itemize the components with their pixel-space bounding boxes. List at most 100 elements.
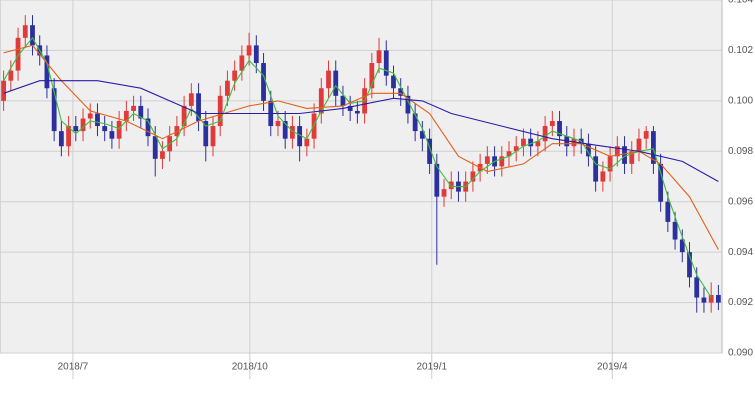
candle-body [593,156,599,182]
candle-body [196,93,201,122]
y-tick-label: 0.100 [728,95,753,106]
candle-body [8,70,14,81]
candle-body [58,131,64,147]
candle-body [160,151,165,159]
candle-body [87,113,93,119]
candle-body [232,70,238,81]
candle-body [419,131,425,139]
candle-body [152,136,158,159]
y-tick-label: 0.098 [728,146,753,157]
candle-body [391,75,396,89]
moving-average [3,44,719,250]
candle-body [246,45,252,56]
plot-area [0,0,723,354]
candle-body [629,151,635,164]
candle-body [383,50,389,76]
candle-body [311,113,317,139]
x-tick-label: 2018/10 [232,362,269,373]
candle-body [701,297,707,303]
y-tick-label: 0.090 [728,348,753,359]
candle-body [470,171,476,182]
candle-body [528,138,534,147]
candle-body [253,45,259,64]
candle-body [607,156,613,172]
candle-body [622,146,627,164]
candle-body [614,146,620,157]
candle-body [376,50,382,64]
candle-body [708,295,714,303]
candle-body [66,126,71,147]
candle-body [506,151,512,157]
candle-body [318,88,324,114]
candle-body [217,95,223,127]
candle-body [239,55,245,71]
candle-body [347,105,353,111]
candle-body [326,70,331,89]
candle-body [15,37,21,71]
candle-body [658,163,664,202]
candle-body [123,110,129,122]
candle-body [109,131,115,139]
y-tick-label: 0.096 [728,196,753,207]
candle-body [412,113,418,132]
candle-body [687,252,692,278]
x-tick-label: 2018/7 [58,362,89,373]
candle-body [427,138,432,164]
candle-body [73,126,79,132]
y-tick-label: 0.102 [728,45,753,56]
candle-body [22,25,28,38]
candle-body [672,221,678,240]
candle-body [1,80,7,101]
candle-body [333,70,339,96]
candle-body [145,118,151,137]
candle-body [549,121,555,127]
candle-body [484,156,490,164]
candle-body [586,143,591,157]
candle-body [51,88,57,132]
candle-body [369,63,375,89]
y-tick-label: 0.104 [728,0,753,6]
candle-body [513,146,519,152]
candle-body [95,113,100,127]
y-tick-label: 0.092 [728,297,753,308]
candle-body [290,126,295,139]
candle-body [261,63,266,101]
candle-body [499,156,505,167]
candle-body [131,105,136,111]
candle-body [354,110,360,114]
candle-body [600,171,606,182]
candle-body [542,126,548,142]
candle-body [188,93,194,106]
candle-body [405,95,411,114]
candle-body [210,126,216,147]
candle-body [297,126,303,147]
candle-body [557,121,562,137]
x-tick-label: 2019/1 [416,362,447,373]
candle-body [304,138,310,147]
candle-body [643,131,649,139]
candle-body [80,118,86,132]
candle-body [138,105,144,119]
candle-body [181,105,187,127]
x-tick-label: 2019/4 [597,362,628,373]
candle-body [636,138,642,152]
candle-body [535,141,541,147]
candle-body [521,138,526,147]
candle-body [282,121,288,139]
moving-average [3,80,719,182]
moving-average [3,36,712,298]
candle-body [340,95,346,106]
candle-body [275,121,281,127]
candle-body [651,131,656,164]
y-tick-label: 0.094 [728,247,753,258]
candle-body [441,189,447,197]
candle-body [116,121,122,139]
candle-body [448,181,454,190]
candle-body [203,121,209,147]
candle-body [102,126,108,132]
candle-body [225,80,230,96]
candle-body [679,239,685,253]
candle-body [398,88,404,96]
candle-body [434,163,440,197]
